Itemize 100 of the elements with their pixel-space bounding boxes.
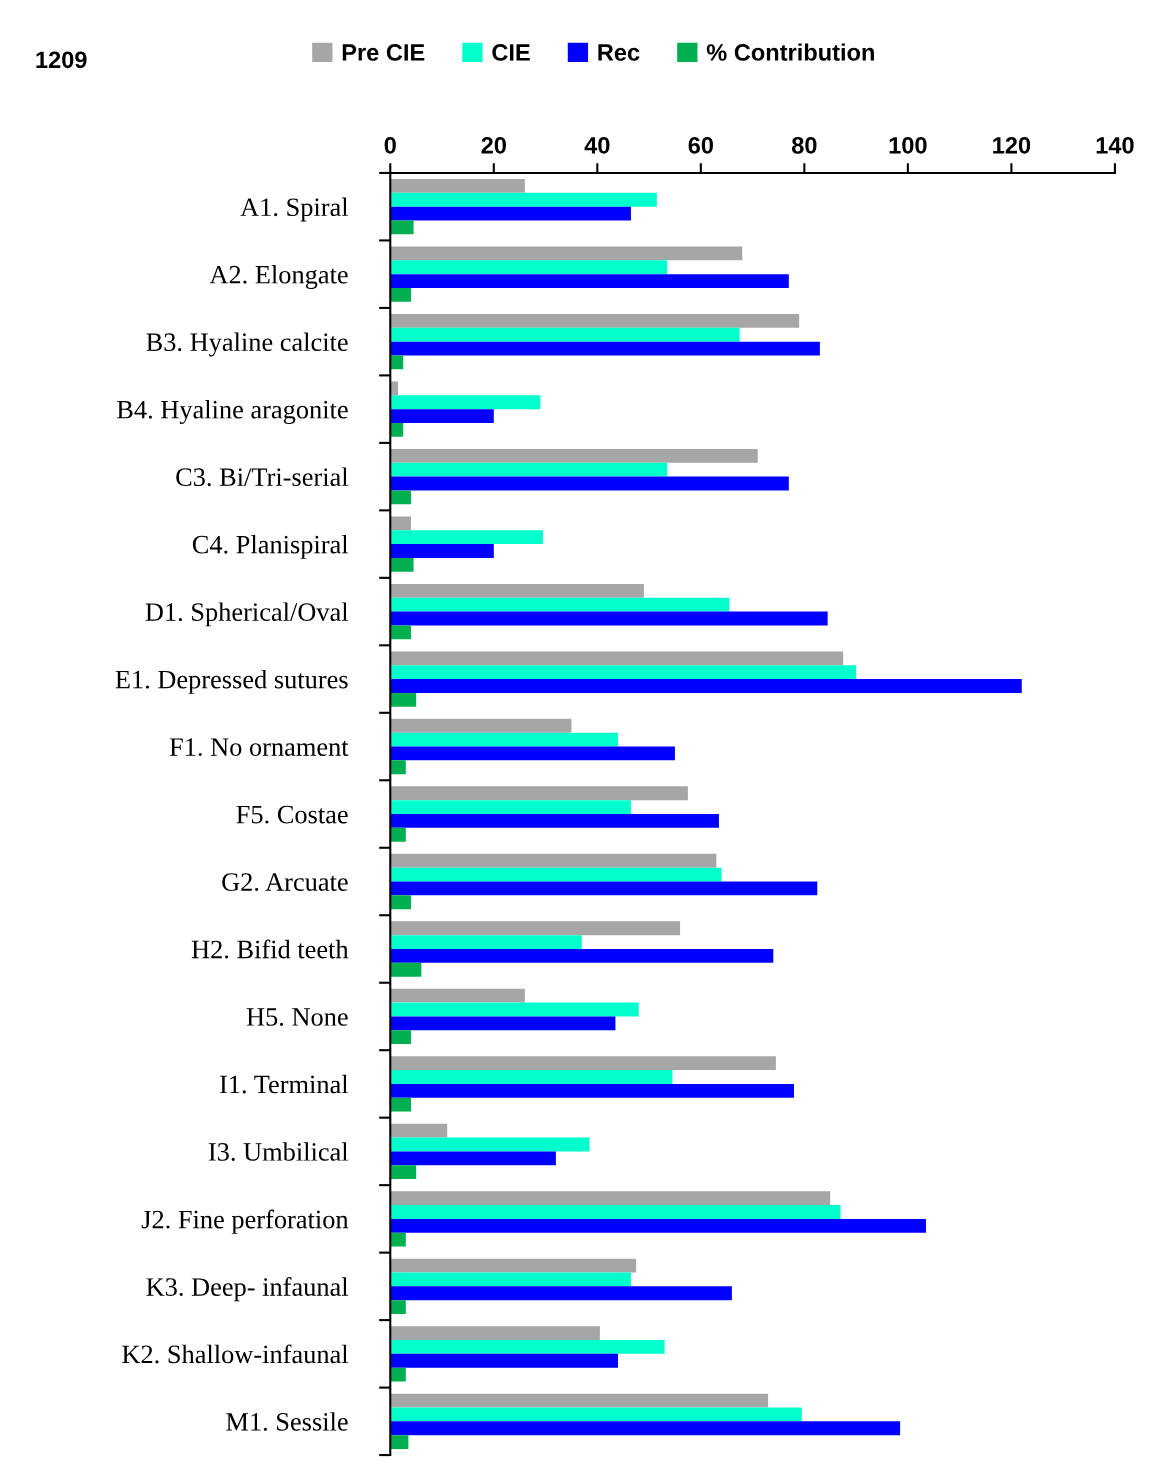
bar — [390, 895, 411, 910]
text: 1209 — [36, 51, 87, 69]
bar — [390, 1286, 732, 1301]
y-tick-label: B3. Hyaline calcite — [146, 332, 348, 357]
bar — [390, 1421, 901, 1436]
bar — [390, 651, 844, 666]
bar — [390, 544, 494, 558]
bar — [390, 1205, 841, 1219]
bar — [390, 827, 406, 842]
x-tick-label: 120 — [993, 136, 1031, 154]
bar — [390, 422, 404, 437]
bar — [390, 1151, 556, 1166]
y-tick-label: B4. Hyaline aragonite — [117, 399, 348, 424]
x-tick-label: 60 — [688, 136, 713, 154]
legend-label: Pre CIE — [342, 44, 425, 61]
bar — [390, 679, 1022, 693]
bar — [390, 1123, 448, 1138]
bar — [390, 625, 411, 640]
y-tick-label: C4. Planispiral — [192, 534, 349, 559]
y-tick-label: M1. Sessile — [226, 1412, 348, 1431]
y-tick-label: F5. Costae — [236, 805, 348, 824]
bar — [390, 1191, 831, 1206]
bar — [390, 1070, 673, 1084]
bar — [390, 246, 743, 261]
bar — [390, 1030, 411, 1045]
bar — [390, 800, 631, 815]
bar — [390, 274, 789, 289]
bar — [390, 327, 740, 342]
bar — [390, 1258, 637, 1273]
bar — [390, 288, 411, 302]
bar — [390, 665, 857, 680]
x-tick-label: 20 — [481, 136, 506, 154]
x-tick-label: 100 — [889, 136, 927, 154]
bar — [390, 1300, 406, 1315]
y-tick-label: K3. Deep- infaunal — [146, 1277, 349, 1302]
bar — [390, 381, 399, 396]
bar — [390, 1326, 600, 1341]
y-tick-label: A1. Spiral — [240, 197, 349, 222]
bar — [390, 462, 668, 477]
bar — [390, 260, 668, 275]
y-tick-label: D1. Spherical/Oval — [145, 602, 349, 627]
bar — [390, 557, 414, 572]
bar — [390, 313, 800, 328]
bar — [390, 1218, 926, 1233]
bar — [390, 1435, 409, 1449]
bar — [390, 355, 404, 370]
y-tick-label: J2. Fine perforation — [141, 1209, 349, 1234]
bar — [390, 718, 572, 733]
bar — [390, 1367, 406, 1382]
x-tick-label: 40 — [584, 136, 610, 154]
bar — [390, 206, 631, 221]
bar — [390, 935, 582, 949]
bar — [390, 814, 719, 828]
bar — [390, 760, 406, 775]
bar — [390, 1407, 802, 1422]
bar — [390, 1056, 776, 1071]
bar — [390, 476, 789, 491]
legend-label: % Contribution — [706, 43, 874, 61]
y-tick-label: E1. Depressed sutures — [115, 669, 348, 694]
bar — [390, 409, 494, 423]
x-tick-label: 140 — [1096, 136, 1134, 154]
bar — [390, 1016, 616, 1031]
bar — [390, 786, 688, 801]
y-tick-label: A2. Elongate — [209, 265, 348, 290]
y-tick-label: I1. Terminal — [219, 1074, 349, 1094]
bar — [390, 395, 541, 410]
bar — [390, 962, 422, 977]
bar — [390, 1083, 794, 1098]
bar — [390, 1097, 411, 1112]
bar — [390, 746, 675, 761]
bar — [390, 692, 417, 707]
bar — [390, 1002, 639, 1017]
bar — [390, 448, 758, 463]
bar — [390, 1272, 631, 1287]
bar — [390, 988, 525, 1003]
legend-label: Rec — [598, 44, 640, 61]
bar — [390, 490, 411, 505]
bar — [390, 881, 818, 896]
x-tick-label: 0 — [384, 136, 396, 154]
y-tick-label: F1. No ornament — [169, 738, 349, 757]
x-tick-label: 80 — [791, 136, 817, 154]
bar — [390, 341, 820, 356]
bar — [390, 220, 414, 235]
y-tick-label: H5. None — [246, 1008, 348, 1026]
bar — [390, 597, 730, 612]
bar — [390, 1232, 406, 1247]
bar — [390, 853, 717, 868]
bar — [390, 1137, 590, 1152]
bar — [390, 1340, 665, 1354]
bar — [390, 732, 619, 747]
bar — [390, 867, 722, 882]
y-tick-label: I3. Umbilical — [208, 1142, 349, 1161]
bar — [390, 1353, 619, 1368]
bar — [390, 1393, 769, 1408]
y-tick-label: K2. Shallow-infaunal — [122, 1344, 349, 1364]
bar — [390, 948, 774, 963]
bar — [390, 583, 644, 598]
y-tick-label: H2. Bifid teeth — [191, 939, 349, 959]
bar — [390, 1165, 417, 1180]
legend-label: CIE — [492, 44, 530, 61]
